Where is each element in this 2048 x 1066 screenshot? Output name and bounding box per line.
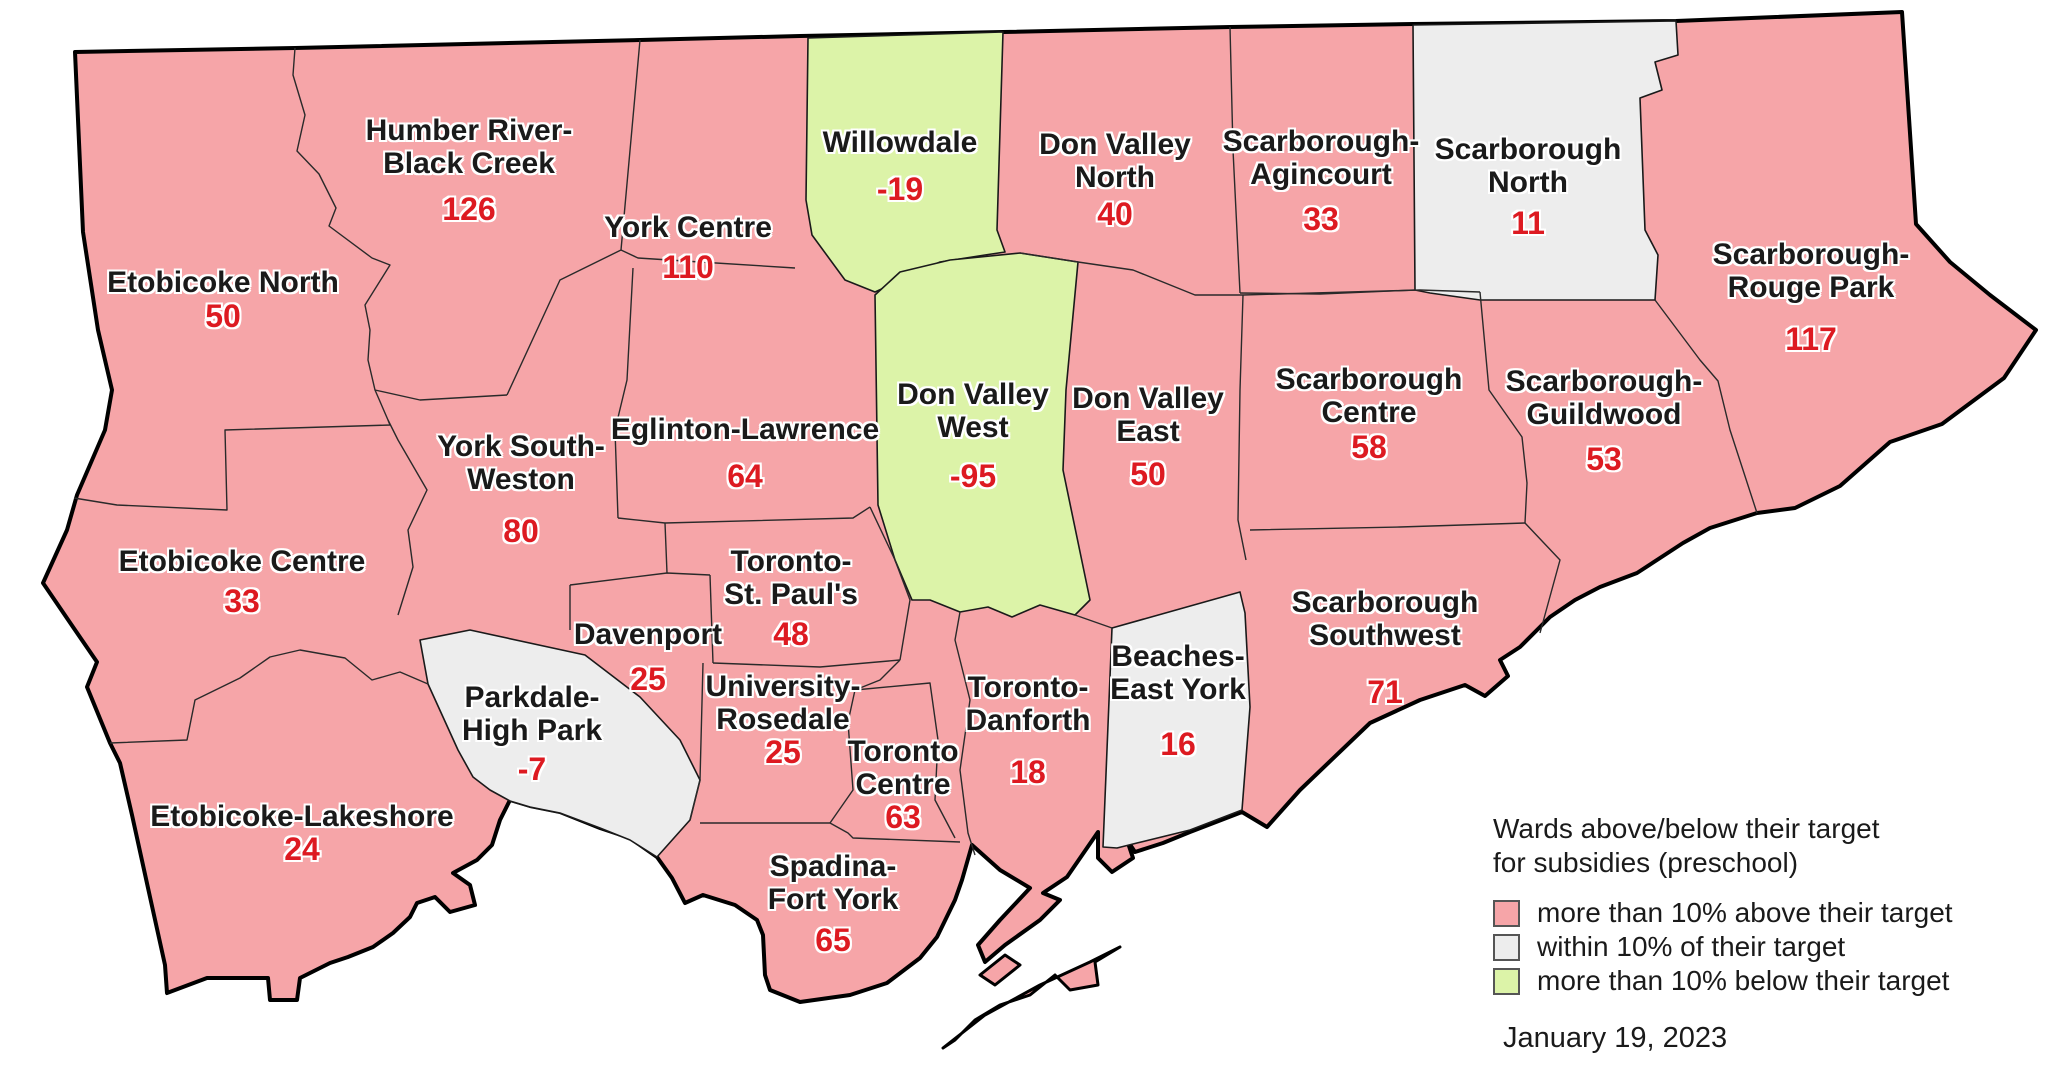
legend-item-below: more than 10% below their target	[1493, 964, 1953, 998]
ward-shape-scarborough-north[interactable]	[1412, 20, 1679, 301]
legend-title: Wards above/below their target for subsi…	[1493, 813, 1880, 878]
island-lagoon-shape	[978, 953, 1022, 987]
legend-swatch-within	[1493, 933, 1520, 961]
ward-shape-don-valley-west[interactable]	[874, 252, 1091, 618]
legend-item-above: more than 10% above their target	[1493, 896, 1953, 930]
legend-swatch-above	[1493, 899, 1520, 927]
legend-item-label: more than 10% above their target	[1537, 897, 1953, 928]
legend-item-within: within 10% of their target	[1493, 930, 1953, 964]
legend-items: more than 10% above their target within …	[1493, 896, 1953, 998]
ward-shape-willowdale[interactable]	[805, 31, 1006, 293]
legend-item-label: more than 10% below their target	[1537, 965, 1950, 996]
legend-date: January 19, 2023	[1503, 1022, 1728, 1054]
legend: Wards above/below their target for subsi…	[1493, 812, 1953, 1055]
toronto-islands-shape[interactable]	[941, 945, 1122, 1050]
ward-shape-parkdale-high-park[interactable]	[419, 629, 701, 858]
legend-swatch-below	[1493, 967, 1520, 995]
ward-boundaries	[73, 26, 1758, 856]
ward-shape-beaches-east-york[interactable]	[1102, 591, 1251, 849]
legend-item-label: within 10% of their target	[1537, 931, 1846, 962]
